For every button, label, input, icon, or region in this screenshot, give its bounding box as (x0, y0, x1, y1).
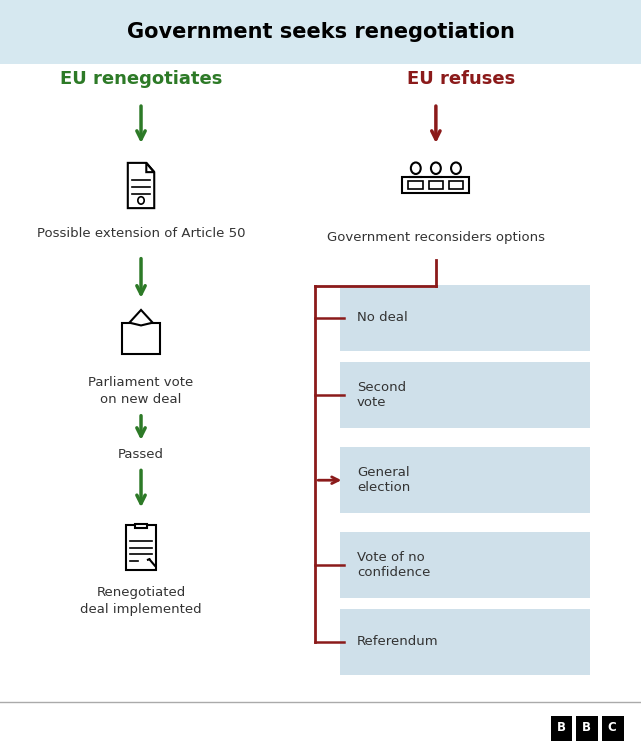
Bar (429, 181, 443, 189)
Text: Possible extension of Article 50: Possible extension of Article 50 (37, 227, 246, 240)
FancyBboxPatch shape (340, 447, 590, 513)
Bar (122, 322, 160, 354)
Bar (602, 716, 624, 741)
Text: C: C (608, 721, 617, 735)
FancyBboxPatch shape (0, 0, 641, 64)
Text: EU renegotiates: EU renegotiates (60, 70, 222, 88)
Bar (576, 716, 598, 741)
Text: Vote of no
confidence: Vote of no confidence (357, 551, 430, 579)
Bar (403, 177, 469, 193)
FancyBboxPatch shape (340, 532, 590, 598)
Text: No deal: No deal (357, 311, 408, 325)
Text: Government reconsiders options: Government reconsiders options (327, 231, 545, 245)
FancyBboxPatch shape (340, 285, 590, 351)
Text: Referendum: Referendum (357, 635, 438, 649)
Bar (408, 181, 423, 189)
Text: General
election: General election (357, 466, 410, 494)
Text: Second
vote: Second vote (357, 381, 406, 409)
Text: EU refuses: EU refuses (408, 70, 515, 88)
Text: Government seeks renegotiation: Government seeks renegotiation (126, 22, 515, 42)
Text: Renegotiated
deal implemented: Renegotiated deal implemented (80, 586, 202, 616)
Bar (449, 181, 463, 189)
FancyBboxPatch shape (340, 362, 590, 428)
Text: B: B (582, 721, 591, 735)
Text: Passed: Passed (118, 447, 164, 461)
Bar (135, 524, 147, 528)
Text: Parliament vote
on new deal: Parliament vote on new deal (88, 376, 194, 406)
FancyBboxPatch shape (340, 609, 590, 675)
Polygon shape (129, 310, 153, 325)
Bar (126, 525, 156, 570)
Text: B: B (556, 721, 565, 735)
Bar (551, 716, 572, 741)
